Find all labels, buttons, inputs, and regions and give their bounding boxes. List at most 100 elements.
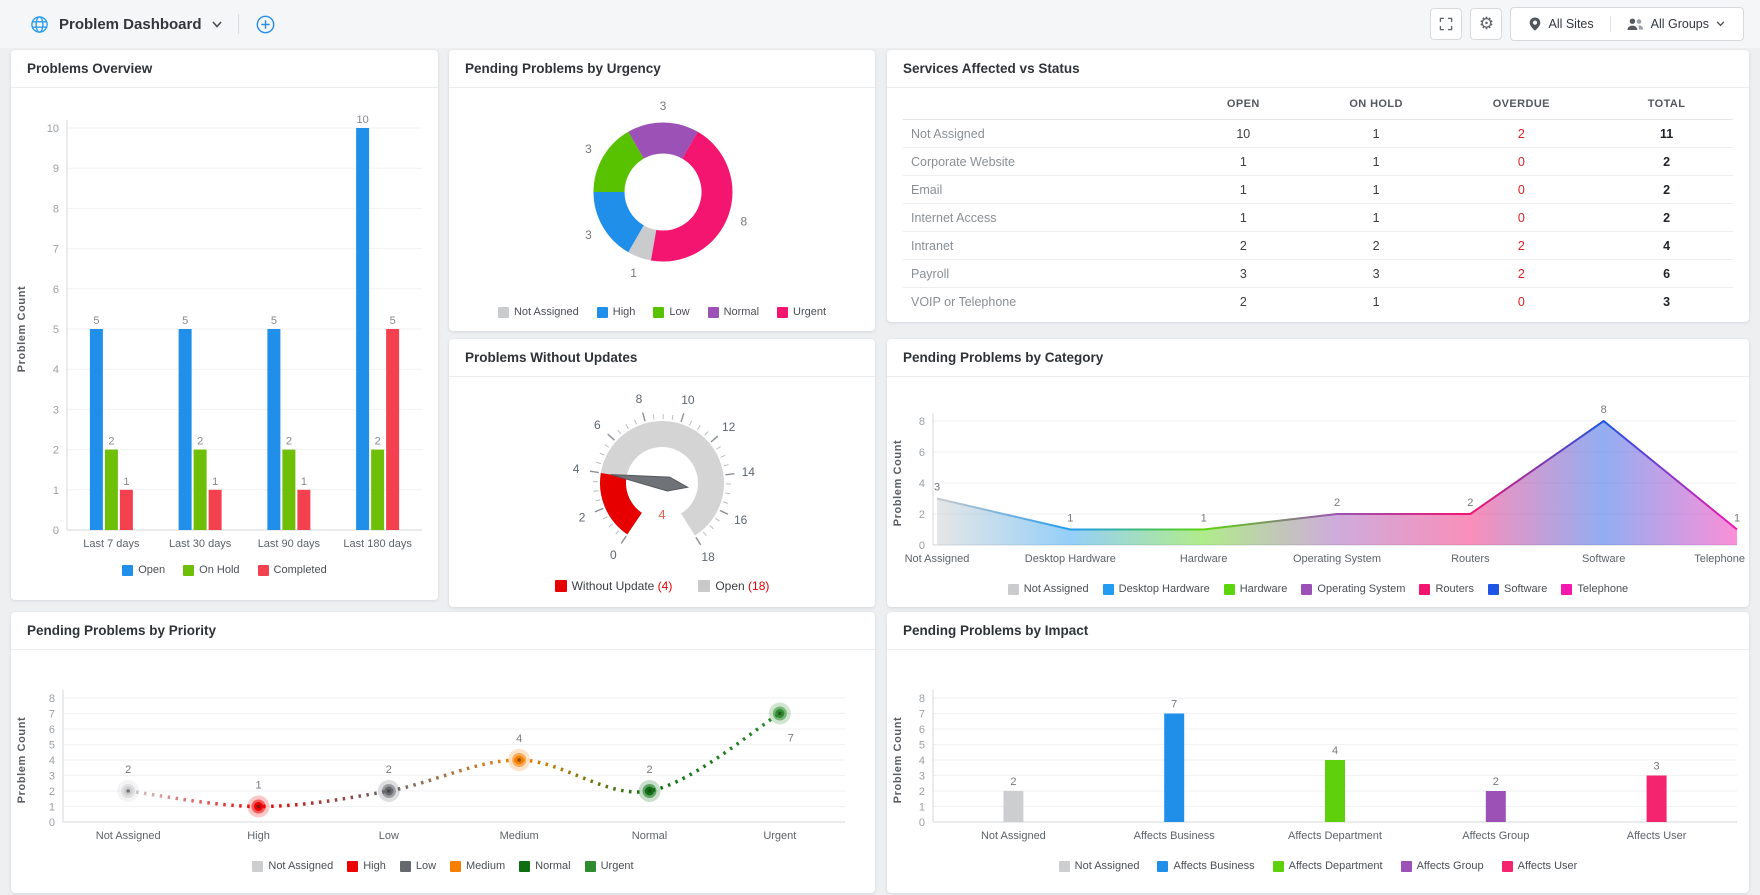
legend-swatch: [347, 860, 359, 872]
svg-text:7: 7: [788, 733, 794, 745]
legend-item[interactable]: Normal: [519, 860, 571, 872]
legend-item[interactable]: Telephone: [1561, 583, 1628, 595]
svg-text:10: 10: [681, 393, 695, 407]
legend-item[interactable]: Hardware: [1223, 583, 1287, 595]
svg-text:3: 3: [53, 404, 59, 416]
svg-text:Affects Group: Affects Group: [1462, 830, 1529, 842]
all-groups-button[interactable]: All Groups: [1621, 16, 1731, 32]
svg-text:5: 5: [182, 315, 188, 327]
svg-text:8: 8: [53, 203, 59, 215]
all-groups-label: All Groups: [1650, 17, 1709, 31]
table-row: Not Assigned 10 1 2 11: [903, 119, 1733, 148]
legend-item[interactable]: Software: [1487, 583, 1547, 595]
legend-label: Routers: [1435, 583, 1474, 595]
legend-label: High: [612, 306, 636, 318]
legend-label: Affects Group: [1416, 860, 1484, 872]
svg-text:4: 4: [919, 478, 925, 490]
table-cell: 3: [1309, 259, 1443, 288]
legend-item[interactable]: Not Assigned: [497, 306, 579, 318]
svg-text:6: 6: [49, 724, 55, 736]
legend-item[interactable]: Operating System: [1301, 583, 1405, 595]
legend-item[interactable]: Without Update (4): [554, 579, 672, 593]
panel-title: Pending Problems by Urgency: [465, 61, 661, 76]
svg-text:Operating System: Operating System: [1293, 553, 1381, 565]
svg-text:7: 7: [49, 709, 55, 721]
svg-text:14: 14: [742, 465, 756, 479]
legend-item[interactable]: Normal: [707, 306, 759, 318]
legend-item[interactable]: High: [347, 860, 386, 872]
svg-text:8: 8: [636, 392, 643, 406]
impact-legend: Not Assigned Affects Business Affects Depa…: [887, 860, 1749, 872]
table-cell: 2: [1309, 231, 1443, 260]
svg-text:5: 5: [93, 315, 99, 327]
legend-item[interactable]: Open: [122, 564, 165, 576]
groups-icon: [1627, 18, 1643, 30]
svg-text:6: 6: [919, 447, 925, 459]
svg-text:5: 5: [49, 740, 55, 752]
legend-item[interactable]: Low: [399, 860, 436, 872]
dashboard-dropdown-chevron-icon[interactable]: [211, 20, 222, 28]
legend-swatch: [1301, 583, 1313, 595]
table-cell: Not Assigned: [903, 119, 1177, 148]
legend-item[interactable]: Affects Group: [1400, 860, 1484, 872]
column-header: [903, 88, 1177, 120]
table-cell: 1: [1309, 119, 1443, 148]
legend-label: Urgent: [793, 306, 827, 318]
svg-text:Medium: Medium: [500, 830, 539, 842]
svg-text:7: 7: [53, 244, 59, 256]
settings-button[interactable]: ⚙: [1470, 8, 1503, 40]
problems-overview-chart: 0 1 2 3 4 5 6 7 8 9 10 Problem Count 5 2 1 Last 7 days 5…: [11, 88, 438, 560]
svg-text:High: High: [247, 830, 270, 842]
svg-text:1: 1: [1734, 513, 1740, 525]
legend-item[interactable]: Completed: [257, 564, 327, 576]
legend-item[interactable]: Routers: [1419, 583, 1474, 595]
legend-swatch: [1102, 583, 1114, 595]
table-cell: 1: [1309, 147, 1443, 176]
svg-text:Low: Low: [379, 830, 399, 842]
fullscreen-button[interactable]: [1430, 8, 1463, 40]
svg-text:10: 10: [357, 114, 369, 126]
all-sites-button[interactable]: All Sites: [1523, 16, 1599, 32]
legend-item[interactable]: Open (18): [698, 579, 769, 593]
legend-swatch: [1157, 860, 1169, 872]
svg-text:4: 4: [49, 755, 55, 767]
svg-text:8: 8: [49, 693, 55, 705]
legend-label: Not Assigned: [1023, 583, 1089, 595]
svg-text:1: 1: [53, 485, 59, 497]
legend-item[interactable]: Affects Department: [1272, 860, 1383, 872]
svg-text:Affects User: Affects User: [1627, 830, 1687, 842]
svg-text:1: 1: [255, 780, 261, 792]
legend-swatch: [1223, 583, 1235, 595]
svg-text:3: 3: [934, 482, 940, 494]
svg-text:2: 2: [286, 436, 292, 448]
legend-item[interactable]: Urgent: [777, 306, 826, 318]
legend-item[interactable]: Not Assigned: [1058, 860, 1139, 872]
legend-label: Not Assigned: [268, 860, 334, 872]
services-status-table: OPEN ON HOLD OVERDUE TOTAL Not Assigned 10 1 2 1…: [903, 88, 1733, 315]
svg-text:3: 3: [919, 771, 925, 783]
add-dashboard-button[interactable]: [255, 14, 276, 35]
svg-text:0: 0: [919, 817, 925, 829]
legend-item[interactable]: Not Assigned: [1007, 583, 1089, 595]
table-cell: 1: [1372, 294, 1380, 309]
svg-text:8: 8: [919, 693, 925, 705]
legend-item[interactable]: Affects Business: [1157, 860, 1255, 872]
legend-item[interactable]: On Hold: [183, 564, 240, 576]
svg-text:3: 3: [660, 99, 667, 113]
legend-label: Not Assigned: [513, 306, 579, 318]
svg-text:5: 5: [390, 315, 396, 327]
table-cell: 2: [1600, 203, 1733, 232]
legend-item[interactable]: Medium: [450, 860, 505, 872]
legend-item[interactable]: Low: [653, 306, 690, 318]
legend-item[interactable]: Desktop Hardware: [1102, 583, 1210, 595]
legend-item[interactable]: High: [596, 306, 636, 318]
svg-text:4: 4: [1332, 745, 1338, 757]
legend-item[interactable]: Not Assigned: [252, 860, 333, 872]
legend-swatch: [1419, 583, 1431, 595]
legend-item[interactable]: Affects User: [1501, 860, 1577, 872]
svg-text:4: 4: [919, 755, 925, 767]
legend-item[interactable]: Urgent: [584, 860, 634, 872]
svg-text:6: 6: [594, 418, 601, 432]
svg-text:Routers: Routers: [1451, 553, 1490, 565]
svg-text:2: 2: [1467, 497, 1473, 509]
